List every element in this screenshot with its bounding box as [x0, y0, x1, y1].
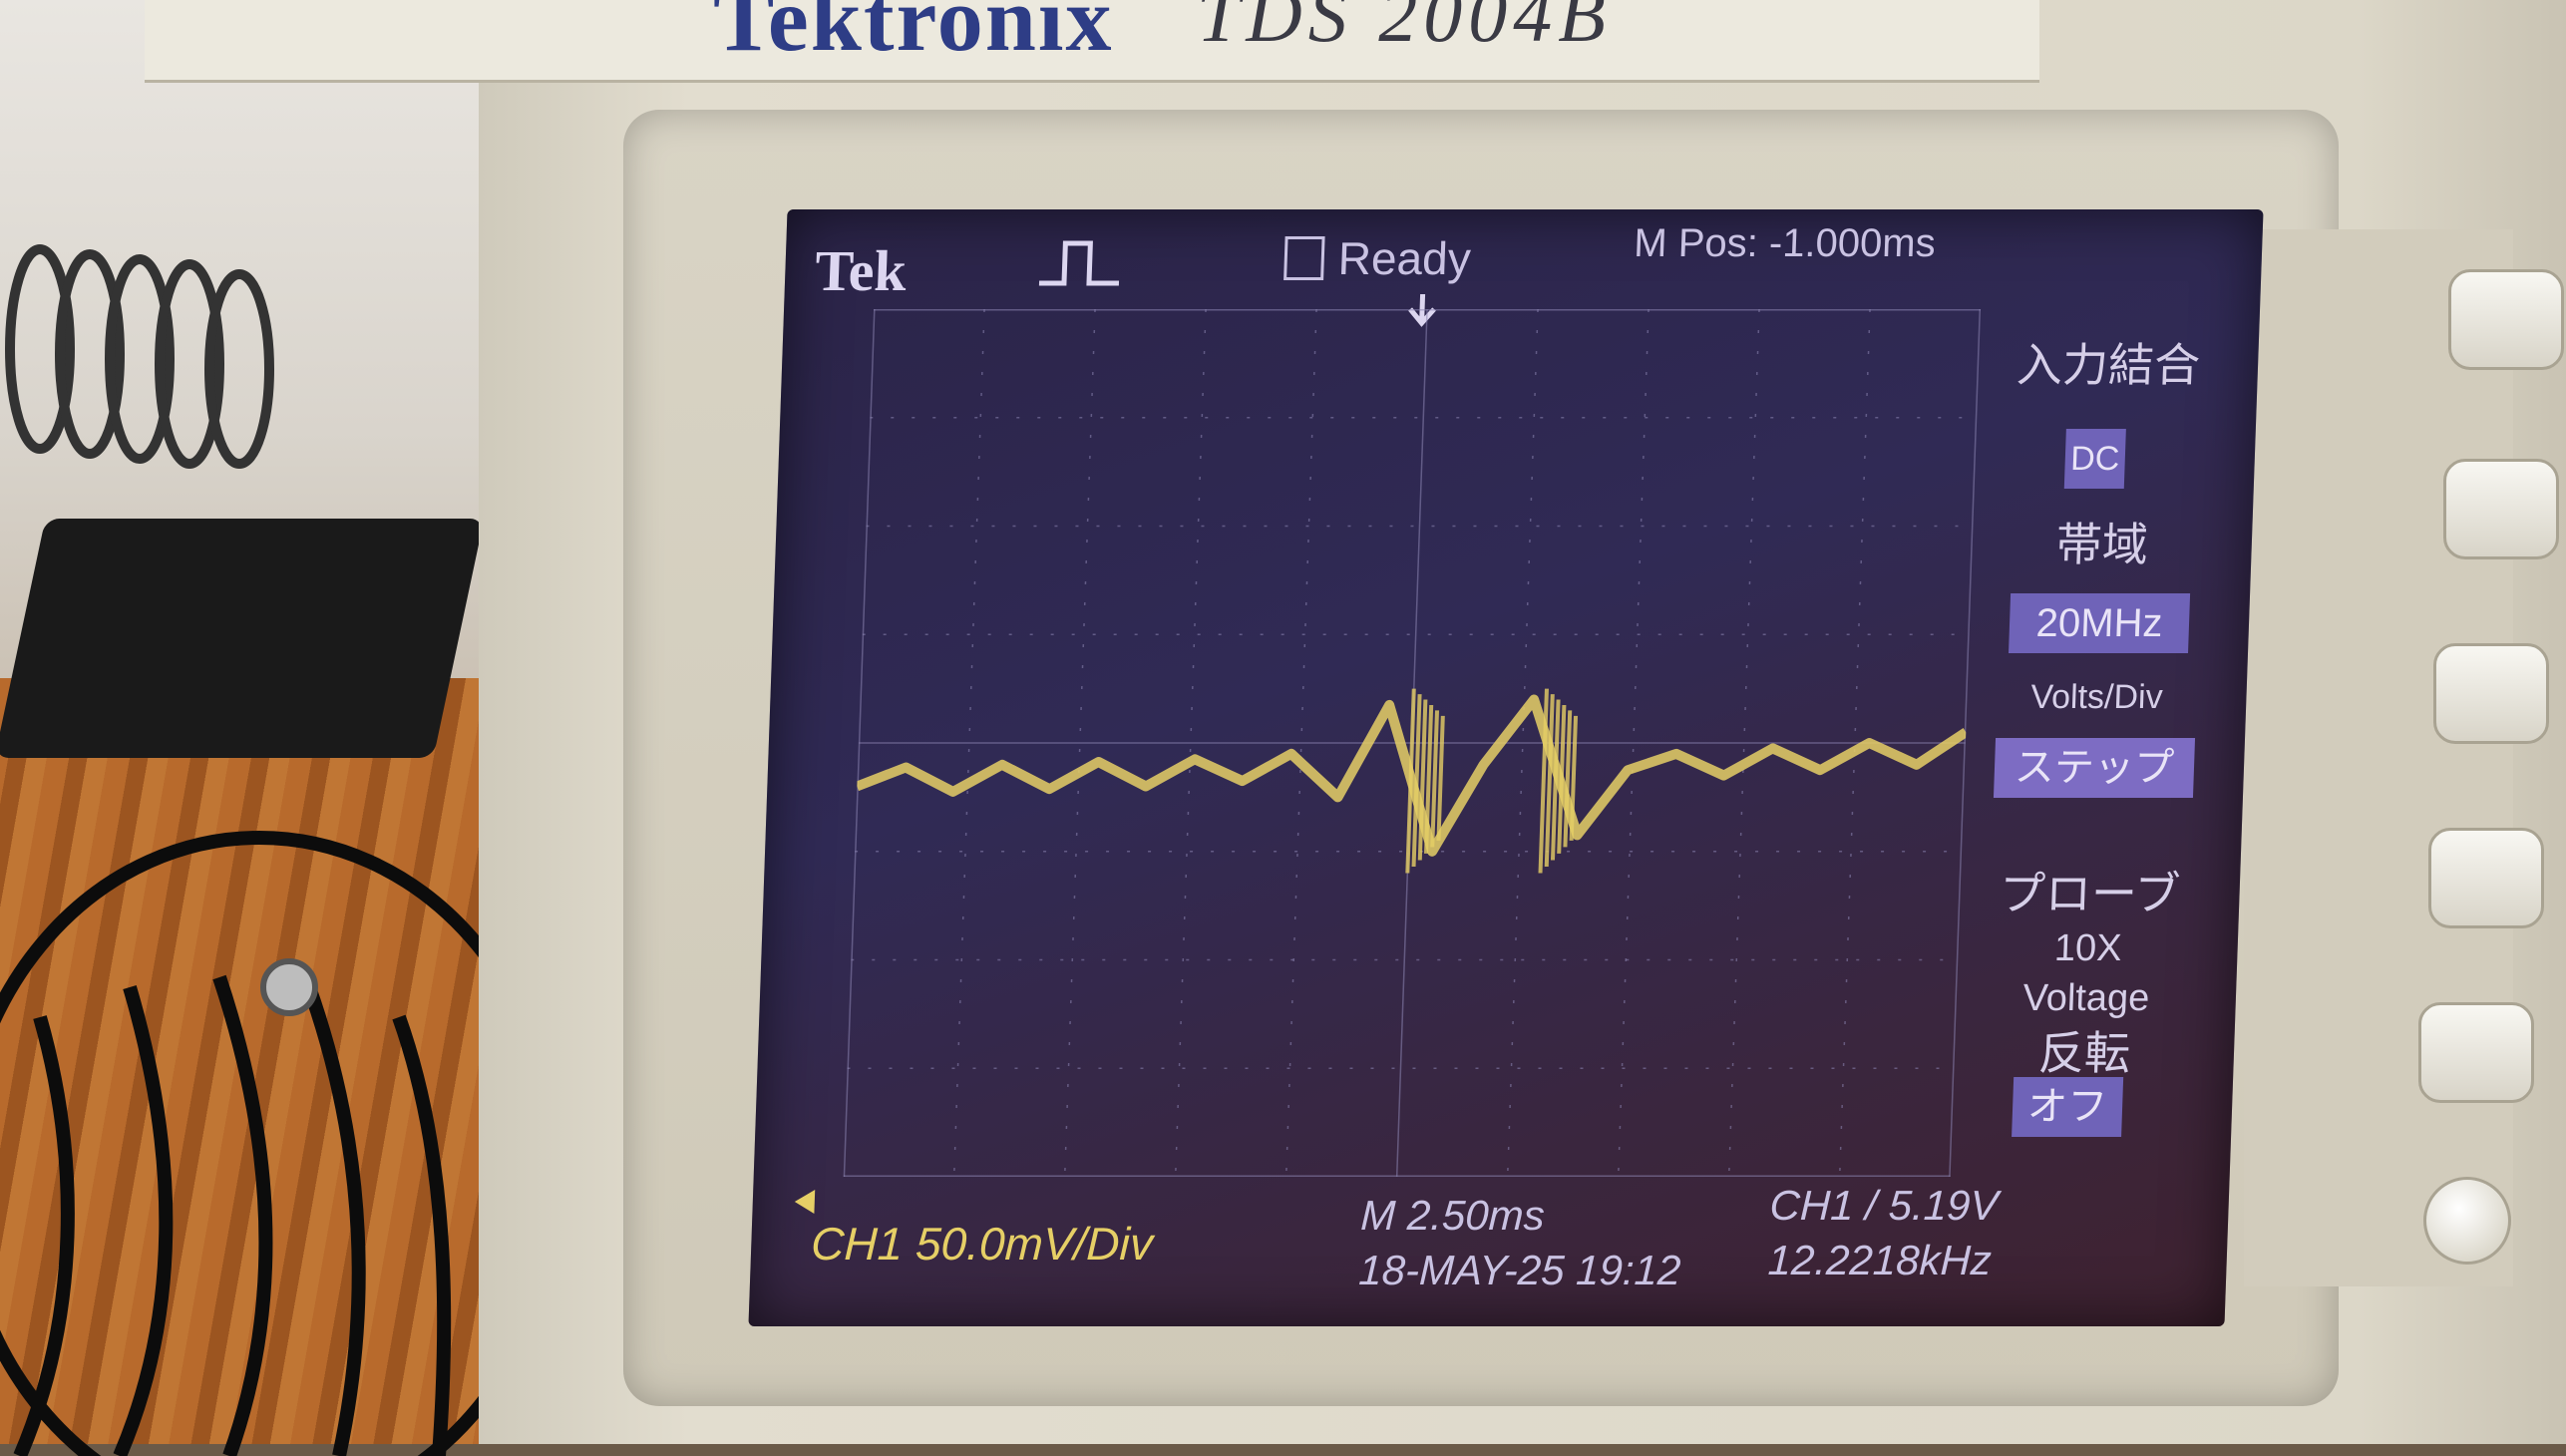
ch1-noise-burst: [1550, 699, 1561, 861]
frequency-readout: 12.2218kHz: [1766, 1237, 1993, 1283]
coupling-title: 入力結合: [2016, 339, 2202, 391]
ch1-noise-burst: [1411, 694, 1422, 867]
ch1-noise-burst: [1544, 694, 1555, 867]
ch1-noise-burst: [1563, 710, 1573, 848]
ch1-waveform-trace: [855, 688, 1969, 874]
ch1-noise-burst: [1557, 704, 1567, 854]
ch1-noise-burst: [1436, 715, 1445, 841]
option-button-5[interactable]: [2418, 1002, 2534, 1103]
acquisition-status-icon: [1283, 235, 1325, 280]
ch1-noise-burst: [1430, 710, 1440, 848]
menu-button-column: [2244, 229, 2513, 1286]
bandwidth-title: 帯域: [2054, 519, 2149, 570]
acquisition-status-text: Ready: [1336, 232, 1472, 284]
ch1-noise-burst: [1569, 715, 1579, 841]
acquisition-status: Ready: [1283, 231, 1472, 285]
option-button-4[interactable]: [2428, 828, 2544, 928]
probe-attenuation-value[interactable]: 10X: [2053, 927, 2123, 969]
timebase-readout: M 2.50ms: [1359, 1192, 1546, 1239]
option-button-3[interactable]: [2433, 643, 2549, 744]
date-time-readout: 18-MAY-25 19:12: [1357, 1247, 1682, 1293]
ch1-noise-burst: [1405, 688, 1416, 874]
ch1-noise-burst: [1423, 704, 1434, 854]
invert-value[interactable]: オフ: [2012, 1077, 2124, 1137]
bandwidth-value[interactable]: 20MHz: [2009, 593, 2191, 653]
soldering-iron-coil-stand: [5, 244, 274, 469]
trigger-position-arrow-icon: [1408, 294, 1436, 327]
ch1-noise-burst: [1538, 688, 1549, 874]
trigger-level-readout: CH1 / 5.19V: [1768, 1182, 2000, 1229]
trigger-edge-icon: [1038, 240, 1120, 286]
oscilloscope-display: Tek Ready M Pos: -1.000ms 入力結合 DC 帯域 20M…: [748, 209, 2264, 1326]
invert-title: 反転: [2037, 1027, 2131, 1079]
volts-div-title: Volts/Div: [2029, 678, 2164, 716]
coupling-value[interactable]: DC: [2063, 429, 2126, 489]
model-name: TDS 2004B: [1197, 0, 1612, 58]
round-button[interactable]: [2423, 1177, 2511, 1265]
ch1-scale-readout: CH1 50.0mV/Div: [810, 1218, 1154, 1270]
volts-div-value[interactable]: ステップ: [1993, 738, 2196, 798]
oscilloscope-top-strip: [145, 0, 2039, 83]
brand-logo: Tektronix: [713, 0, 1114, 70]
option-button-2[interactable]: [2443, 459, 2559, 559]
ch1-noise-burst: [1417, 699, 1428, 861]
tek-label: Tek: [814, 238, 908, 303]
ch1-ground-marker-icon: [794, 1190, 816, 1214]
horizontal-position-readout: M Pos: -1.000ms: [1633, 221, 1937, 265]
option-button-1[interactable]: [2448, 269, 2564, 370]
soldering-station-base: [0, 519, 485, 758]
probe-title: プローブ: [1999, 868, 2182, 919]
vertical-menu: 入力結合 DC 帯域 20MHz Volts/Div ステップ プローブ 10X…: [1951, 269, 2241, 1167]
probe-type-value[interactable]: Voltage: [2021, 977, 2151, 1019]
